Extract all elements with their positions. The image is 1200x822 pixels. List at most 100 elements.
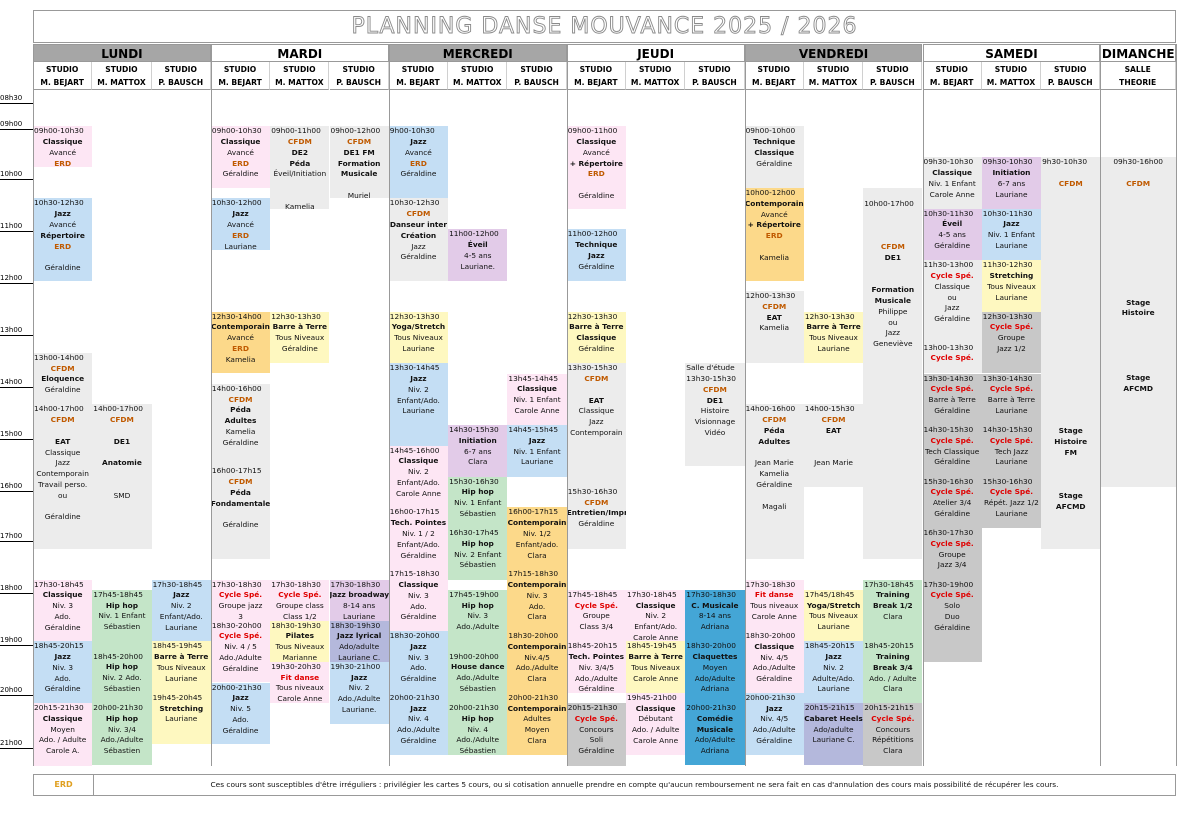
course-line: 17h30-18h45 (152, 579, 203, 589)
course-line: CFDM (762, 415, 787, 425)
studio-header-line: STUDIO (757, 65, 790, 74)
course-cell: 17h15-18h30 Classique Niv. 3 Ado. Géraldine (388, 569, 449, 631)
course-line: 13h30-15h30 (567, 363, 618, 373)
course-line: Ado./Adulte (219, 653, 262, 663)
course-line: Débutant (638, 714, 673, 724)
course-cell: 18h45-20h00 Hip hop Niv. 2 Ado. Sébastien (92, 651, 152, 704)
studio-header-line: THEORIE (1119, 78, 1157, 87)
course-cell: 19h45-20h45 Stretching Lauriane (151, 692, 211, 745)
course-line: Moyen (702, 662, 728, 672)
course-line: Niv. 4 (467, 724, 489, 734)
course-line: DE1 (113, 436, 131, 446)
hour-label: 17h00 (0, 532, 33, 542)
hour-label: 19h00 (0, 636, 33, 646)
course-line: Histoire (1121, 308, 1155, 318)
course-line: 09h30-16h00 (1113, 157, 1164, 167)
course-line: Niv. 1 Enfant (987, 230, 1036, 240)
course-line: Lauriane (165, 622, 198, 632)
course-line: CFDM (762, 301, 787, 311)
course-line: Ado. / Adulte (869, 673, 917, 683)
studio-header: STUDIO M. BEJART (922, 62, 982, 90)
studio-header: STUDIO M. BEJART (33, 62, 93, 90)
course-line: 19h30-21h00 (330, 661, 381, 671)
course-cell: 18h30-20h00 Cycle Spé. Niv. 4 / 5 Ado./Adul… (210, 620, 271, 683)
course-line: Jean Marie (814, 458, 853, 468)
course-line: 18h30-20h00 (211, 620, 262, 630)
course-line: Tous Niveaux (809, 611, 858, 621)
course-line: Ado./Adulte (575, 673, 618, 683)
course-line: 09h00-10h30 (34, 126, 84, 136)
course-line: Concours (579, 724, 614, 734)
course-line: Ado./Adulte (456, 622, 500, 632)
course-line: Tous Niveaux (631, 662, 681, 672)
studio-header-line: P. BAUSCH (869, 78, 915, 87)
course-line: 09h30-10h30 (982, 157, 1033, 167)
course-line: Ado. / Adulte (38, 735, 87, 745)
course-line: 14h00-16h00 (745, 404, 796, 414)
course-cell: 16h30-17h45 Hip hop Niv. 2 Enfant Sébastien (448, 528, 508, 580)
course-line: Géraldine (400, 735, 437, 745)
studio-header-line: STUDIO (935, 65, 968, 74)
course-line: 20h00-21h30 (686, 703, 736, 713)
course-cell: 12h30-13h30 Barre à Terre Classique Géraldi… (566, 311, 626, 364)
course-line: Niv. 1 Enfant (513, 446, 561, 456)
course-line: ERD (587, 169, 605, 179)
course-line: CFDM (821, 415, 846, 425)
course-line (1100, 244, 1176, 255)
day-separator (922, 44, 924, 766)
course-line (863, 220, 922, 231)
course-line (1100, 211, 1176, 222)
course-line: Niv. 2 Enfant (454, 549, 502, 559)
course-line: Répét. Jazz 1/2 (983, 498, 1039, 508)
course-line: Marianne (282, 653, 318, 662)
course-line: Géraldine (934, 622, 971, 632)
course-line: 09h00-11h00 (271, 126, 321, 136)
studio-header-line: M. BEJART (396, 78, 440, 87)
course-line: 17h45/18h45 (804, 589, 855, 599)
course-line: Enfant/Ado. (634, 622, 678, 632)
course-line: Clara (527, 735, 547, 745)
course-cell: 18h30-20h00 Jazz Niv. 3 Ado. Géraldine (388, 631, 449, 693)
course-cell: 09h00-10h00 Technique Classique Géraldine (744, 126, 804, 189)
course-line: Géraldine (222, 169, 259, 179)
legend-text: Ces cours sont susceptibles d'être irrég… (210, 780, 1059, 789)
course-line: Jazz (825, 652, 842, 662)
course-line: 11h30-12h30 (982, 260, 1033, 270)
course-line: Lauriane (224, 241, 257, 250)
course-line: Péda (289, 158, 311, 168)
course-line: Tous Niveaux (275, 642, 325, 652)
course-line: Jazz (885, 328, 901, 338)
hour-label: 11h00 (0, 222, 33, 232)
course-line: Lauriane (402, 344, 435, 354)
course-line: Lauriane (995, 189, 1028, 199)
course-cell: 10h30-12h30 CFDM Danseur inter Création Jazz… (388, 198, 449, 281)
course-line: EAT (55, 436, 71, 446)
course-line: Géraldine (222, 725, 259, 735)
course-line: Kamelia (225, 354, 256, 364)
course-line: 09h00-10h30 (211, 126, 262, 136)
course-line: Concours (875, 724, 911, 734)
course-line: 17h15-18h30 (389, 569, 440, 579)
course-line: CFDM (228, 476, 253, 486)
course-line: Classique (42, 590, 83, 600)
course-cell: 17h45-19h00 Hip hop Niv. 3 Ado./Adulte (448, 589, 508, 652)
course-line: Kamelia (759, 469, 790, 479)
course-line: 14h30-15h30 (982, 425, 1033, 434)
course-line: Cycle Spé. (930, 270, 974, 280)
course-line: 6-7 ans (997, 178, 1026, 188)
course-line: 16h00-17h15 (508, 507, 559, 517)
studio-header-line: SALLE (1124, 65, 1151, 74)
course-line: Géraldine (400, 169, 437, 179)
course-line: Barre à Terre (272, 322, 328, 332)
course-line: Cycle Spé. (989, 322, 1034, 332)
course-cell: 20h00-21h30 Jazz Niv. 5 Ado. Géraldine (210, 682, 271, 745)
course-cell: 10h30-12h30 Jazz Avancé Répertoire ERD Géral… (33, 198, 93, 281)
course-line (1100, 190, 1176, 201)
course-line: Cycle Spé. (930, 590, 974, 600)
course-cell: 9h00-10h30 Jazz Avancé ERD Géraldine (388, 126, 449, 199)
course-line: 17h30-19h00 (923, 579, 974, 589)
hour-label: 08h30 (0, 94, 33, 104)
course-line: Ado/adulte (813, 724, 854, 734)
course-line: Niv. 4 / 5 (224, 642, 257, 652)
course-line: Initiation (992, 167, 1031, 177)
